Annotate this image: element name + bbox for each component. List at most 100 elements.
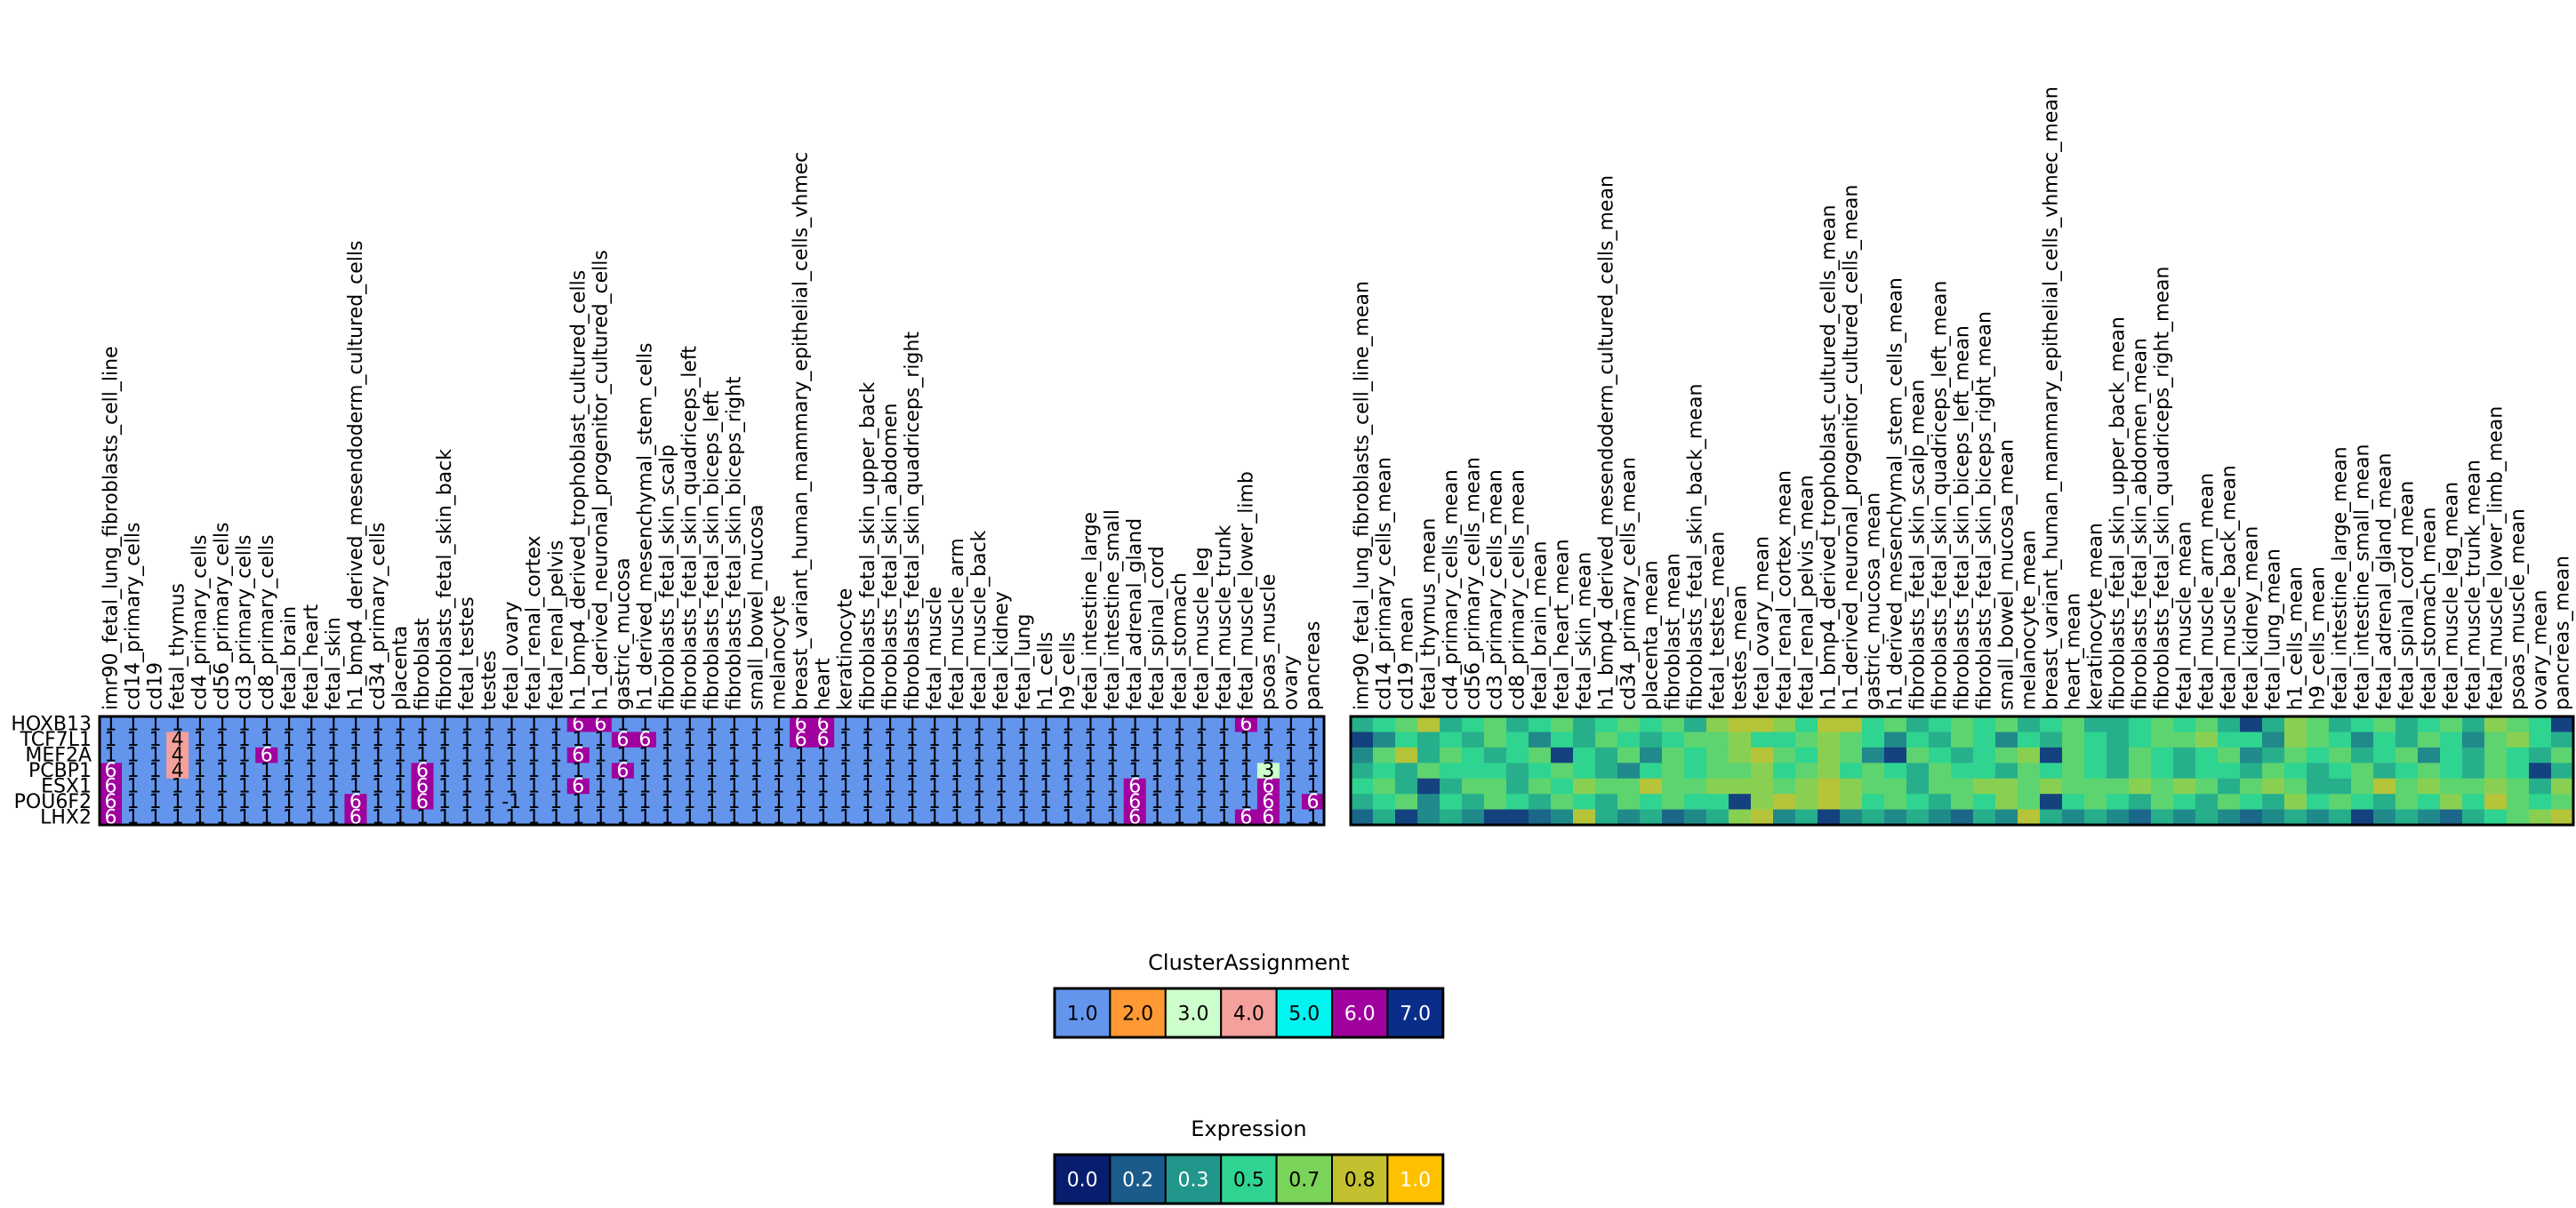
heatmap-cell (1617, 763, 1641, 780)
heatmap-cell (1840, 747, 1863, 764)
heatmap-cell (2551, 778, 2574, 795)
heatmap-cell (2018, 809, 2041, 826)
cell-value-label: 1 (1106, 729, 1119, 751)
heatmap-cell (122, 809, 145, 826)
heatmap-cell (2507, 716, 2530, 732)
heatmap-cell (1840, 794, 1863, 810)
heatmap-cell (300, 778, 323, 795)
column-label: cd8_primary_cells (256, 535, 278, 710)
heatmap-cell (277, 732, 301, 748)
heatmap-cell (879, 794, 902, 810)
heatmap-cell (1440, 778, 1463, 795)
column-label: h1_bmp4_derived_mesendoderm_cultured_cel… (1596, 175, 1618, 710)
heatmap-cell (300, 716, 323, 732)
cell-value-label: 1 (862, 729, 874, 751)
heatmap-cell (2107, 794, 2130, 810)
heatmap-cell (2195, 778, 2219, 795)
cell-value-label: 1 (527, 714, 540, 736)
heatmap-cell (1190, 747, 1214, 764)
cell-value-label: 6 (1128, 775, 1141, 797)
cell-value-label: 1 (884, 791, 896, 813)
heatmap-cell (1595, 763, 1618, 780)
cell-value-label: 1 (906, 775, 919, 797)
heatmap-cell (2107, 747, 2130, 764)
cell-value-label: 1 (305, 806, 317, 828)
cell-value-label: 1 (527, 775, 540, 797)
heatmap-cell (1168, 732, 1192, 748)
heatmap-cell (589, 763, 613, 780)
cell-value-label: 1 (527, 745, 540, 767)
heatmap-cell (1234, 763, 1258, 780)
column-label: fetal_muscle (924, 587, 946, 710)
cell-value-label: 1 (750, 806, 763, 828)
heatmap-cell (767, 794, 790, 810)
heatmap-cell (1951, 747, 1974, 764)
heatmap-cell (166, 778, 189, 795)
heatmap-cell (233, 763, 256, 780)
heatmap-cell (1729, 794, 1752, 810)
heatmap-cell (589, 778, 613, 795)
column-label: pancreas_mean (2552, 556, 2574, 710)
cell-value-label: 1 (438, 760, 451, 782)
heatmap-cell (655, 794, 679, 810)
heatmap-cell (2195, 763, 2219, 780)
cell-value-label: 1 (305, 714, 317, 736)
heatmap-cell (2484, 809, 2508, 826)
heatmap-cell (2018, 747, 2041, 764)
cell-value-label: 1 (1106, 791, 1119, 813)
cell-value-label: 1 (995, 775, 1007, 797)
heatmap-cell (967, 747, 991, 764)
cell-value-label: 1 (817, 745, 830, 767)
cell-value-label: 1 (372, 760, 384, 782)
heatmap-cell (233, 732, 256, 748)
column-label: fibroblasts_fetal_skin_back_mean (1685, 384, 1707, 710)
heatmap-cell (967, 732, 991, 748)
heatmap-cell (144, 732, 167, 748)
cell-value-label: 1 (1128, 714, 1141, 736)
cell-value-label: 1 (661, 760, 673, 782)
heatmap-cell (1818, 778, 1841, 795)
cell-value-label: 1 (773, 714, 785, 736)
cell-value-label: 1 (1151, 729, 1163, 751)
cell-value-label: 1 (616, 745, 629, 767)
heatmap-cell (790, 809, 813, 826)
cell-value-label: 1 (862, 806, 874, 828)
heatmap-cell (1684, 747, 1707, 764)
cell-value-label: 1 (594, 729, 606, 751)
cell-value-label: 1 (951, 760, 963, 782)
cell-value-label: 6 (638, 729, 651, 751)
cell-value-label: 1 (973, 729, 985, 751)
cell-value-label: 1 (416, 714, 429, 736)
heatmap-cell (1684, 778, 1707, 795)
cell-value-label: 1 (172, 806, 184, 828)
cell-value-label: 1 (394, 714, 406, 736)
column-label: cd34_primary_cells_mean (1618, 457, 1641, 710)
heatmap-cell (790, 778, 813, 795)
heatmap-cell (1234, 747, 1258, 764)
cell-value-label: 6 (795, 714, 807, 736)
column-label: cd14_primary_cells_mean (1374, 457, 1396, 710)
cell-value-label: 1 (216, 775, 229, 797)
cell-value-label: 1 (706, 714, 718, 736)
cell-value-label: 1 (461, 775, 473, 797)
expression-colorbar: Expression 0.0 0.2 0.3 0.5 0.7 0.8 1.0 (1053, 1116, 1445, 1205)
cell-value-label: 1 (327, 806, 340, 828)
heatmap-cell (2062, 778, 2085, 795)
heatmap-cell (1279, 809, 1303, 826)
cell-value-label: 1 (461, 729, 473, 751)
cell-value-label: 6 (1240, 714, 1252, 736)
cell-value-label: 1 (773, 791, 785, 813)
column-label: fetal_heart_mean (1552, 539, 1574, 710)
heatmap-cell (2195, 732, 2219, 748)
heatmap-cell (1440, 809, 1463, 826)
heatmap-cell (389, 747, 412, 764)
heatmap-cell (1079, 732, 1103, 748)
heatmap-cell (1840, 809, 1863, 826)
cell-value-label: 1 (616, 791, 629, 813)
heatmap-cell (790, 763, 813, 780)
heatmap-cell (723, 794, 746, 810)
heatmap-cell (2151, 763, 2174, 780)
column-label: h1_bmp4_derived_mesendoderm_cultured_cel… (345, 240, 367, 710)
heatmap-cell (1929, 732, 1952, 748)
heatmap-cell (1279, 794, 1303, 810)
